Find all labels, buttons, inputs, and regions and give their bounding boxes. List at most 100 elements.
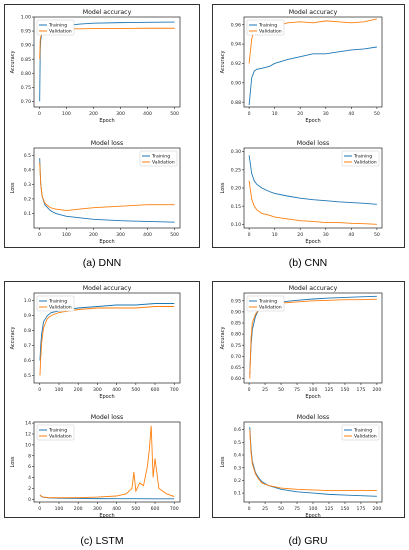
chart-title: Model loss	[297, 140, 330, 147]
y-axis-label: Loss	[10, 182, 16, 193]
x-axis-label: Epoch	[99, 239, 114, 245]
y-tick-label: 0.1	[234, 491, 241, 497]
legend-label: Training	[151, 154, 170, 160]
y-tick-label: 0.60	[231, 376, 241, 382]
x-tick-label: 150	[341, 506, 350, 512]
y-tick-label: 0.65	[231, 365, 241, 371]
x-tick-label: 100	[55, 506, 64, 512]
x-tick-label: 100	[62, 232, 71, 238]
y-tick-label: 10	[25, 442, 31, 448]
y-tick-label: 1.00	[21, 15, 31, 21]
y-tick-label: 0.75	[21, 85, 31, 91]
x-tick-label: 100	[309, 387, 318, 393]
y-tick-label: 8	[28, 453, 31, 459]
y-tick-label: 0.3	[234, 465, 241, 471]
legend-label: Validation	[49, 434, 72, 440]
y-tick-label: 0.25	[231, 167, 241, 173]
x-tick-label: 30	[323, 232, 329, 238]
chart-gru-acc: Model accuracy 0 25 50 75 100 125 150 175 200 0.60…	[220, 285, 383, 400]
series-line-validation	[39, 162, 175, 212]
y-tick-label: 0.92	[231, 61, 241, 67]
x-tick-label: 40	[348, 111, 354, 117]
chart-cnn-loss: Model loss 0 10 20 30 40 50 0.10 0.15 0.20 0.25 0.3…	[220, 140, 383, 245]
chart-dnn-loss: Model loss 0 100 200 300 400 500 0.1 0.2 0.3 0.4 0.…	[10, 140, 181, 245]
chart-title: Model loss	[91, 140, 124, 147]
x-tick-label: 0	[248, 232, 251, 238]
series-line-validation	[249, 429, 377, 492]
legend-label: Training	[48, 299, 67, 305]
caption-gru: (d) GRU	[288, 535, 328, 547]
y-tick-label: 0.85	[231, 321, 241, 327]
series-line-validation	[39, 425, 175, 499]
x-tick-label: 400	[143, 111, 152, 117]
y-tick-label: 0.95	[231, 298, 241, 304]
x-tick-label: 300	[116, 111, 125, 117]
x-tick-label: 600	[151, 387, 160, 393]
y-tick-label: 0.88	[231, 100, 241, 106]
x-tick-label: 200	[74, 387, 83, 393]
x-axis-label: Epoch	[99, 394, 114, 400]
y-axis-label: Loss	[220, 456, 226, 467]
y-tick-label: 0.6	[234, 427, 241, 433]
y-tick-label: 0.20	[231, 186, 241, 192]
x-axis-label: Epoch	[305, 239, 320, 245]
legend-label: Validation	[354, 434, 377, 440]
y-tick-label: 0.70	[231, 354, 241, 360]
x-tick-label: 50	[278, 387, 284, 393]
x-tick-label: 700	[170, 387, 179, 393]
y-tick-label: 0.4	[234, 453, 241, 459]
x-tick-label: 300	[116, 232, 125, 238]
chart-title: Model accuracy	[83, 9, 132, 16]
chart-cnn-acc: Model accuracy 0 10 20 30 40 50 0.88 0.90 0.92 0.9…	[220, 9, 383, 124]
x-tick-label: 100	[309, 506, 318, 512]
y-tick-label: 0.94	[231, 42, 241, 48]
y-tick-label: 0.90	[21, 43, 31, 49]
y-tick-label: 1.0	[24, 298, 31, 304]
y-tick-label: 0.3	[24, 182, 31, 188]
x-tick-label: 500	[170, 111, 179, 117]
x-tick-label: 500	[170, 232, 179, 238]
legend-label: Validation	[259, 29, 282, 35]
y-tick-label: 2	[28, 486, 31, 492]
x-tick-label: 500	[131, 387, 140, 393]
x-axis-label: Epoch	[305, 394, 320, 400]
y-tick-label: 6	[28, 464, 31, 470]
legend-label: Validation	[259, 305, 282, 311]
y-tick-label: 14	[25, 421, 31, 427]
y-axis-label: Accuracy	[220, 327, 226, 350]
chart-gru-loss: Model loss 0 25 50 75 100 125 150 175 200 0.1 0.2 0.…	[220, 414, 383, 519]
x-tick-label: 500	[131, 506, 140, 512]
y-tick-label: 0.5	[24, 153, 31, 159]
chart-title: Model loss	[91, 414, 124, 421]
chart-lstm-loss: Model loss 0 100 200 300 400 500 600 700 0 2 4 6 8 10 1…	[10, 414, 181, 519]
x-tick-label: 200	[372, 506, 381, 512]
legend-label: Training	[258, 23, 277, 29]
y-tick-label: 0.70	[21, 99, 31, 105]
chart-dnn-acc: Model accuracy 0 100 200 300 400 500 0.70 0.75 0.…	[10, 9, 181, 124]
legend-label: Validation	[354, 160, 377, 166]
x-tick-label: 400	[143, 232, 152, 238]
x-tick-label: 0	[248, 387, 251, 393]
y-tick-label: 0.95	[21, 29, 31, 35]
x-axis-label: Epoch	[99, 513, 114, 519]
x-tick-label: 175	[357, 506, 366, 512]
y-tick-label: 0.15	[231, 204, 241, 210]
y-tick-label: 0.2	[234, 478, 241, 484]
x-tick-label: 150	[341, 387, 350, 393]
x-axis-label: Epoch	[99, 118, 114, 124]
x-tick-label: 25	[262, 387, 268, 393]
y-tick-label: 4	[28, 475, 31, 481]
legend-label: Training	[48, 428, 67, 434]
x-tick-label: 50	[374, 111, 380, 117]
x-tick-label: 50	[278, 506, 284, 512]
x-tick-label: 50	[374, 232, 380, 238]
x-tick-label: 200	[74, 506, 83, 512]
y-tick-label: 0.2	[24, 197, 31, 203]
x-tick-label: 75	[294, 387, 300, 393]
x-tick-label: 300	[93, 506, 102, 512]
x-tick-label: 100	[62, 111, 71, 117]
series-line-validation	[248, 180, 377, 225]
y-tick-label: 0.5	[234, 440, 241, 446]
y-tick-label: 0.90	[231, 80, 241, 86]
